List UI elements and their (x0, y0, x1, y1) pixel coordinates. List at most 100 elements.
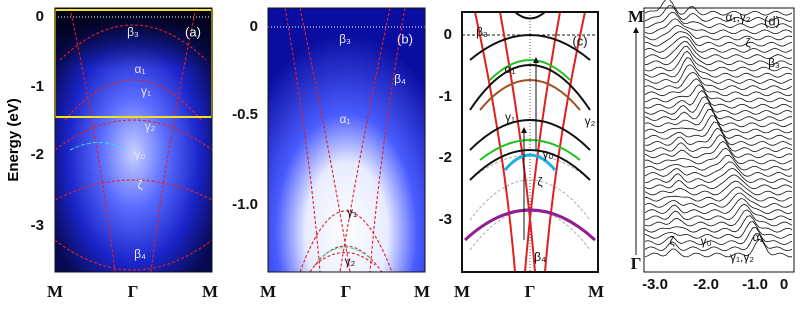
band-label: γ₁,γ₂ (730, 250, 754, 264)
edc-curve (644, 18, 793, 35)
band-label: α₁ (505, 62, 516, 76)
band-label: ζ (137, 178, 143, 192)
edc-curve (644, 50, 793, 72)
edc-curve (644, 232, 793, 252)
panel-d-labels: (d) α₁,γ₂ ζ β₃ ζ γ₀ γ₁,γ₂ α₁ (669, 10, 780, 264)
edc-curve (644, 198, 793, 215)
band-curve (503, 153, 557, 171)
edc-curve (644, 31, 793, 47)
arpes-image (268, 8, 425, 272)
edc-curve (644, 78, 793, 97)
y-tick-label: -2 (31, 146, 44, 163)
edc-curve (644, 180, 793, 196)
band-label: γ₀ (543, 147, 554, 161)
x-label: M (414, 282, 430, 301)
band-curve (479, 139, 581, 161)
band-label: α₁ (753, 230, 764, 244)
edc-curve (644, 127, 793, 146)
x-tick-label: -2.0 (693, 276, 719, 293)
band-label: γ₀ (135, 147, 146, 161)
band-label: ζ (745, 36, 751, 50)
band-label: γ₂ (585, 114, 596, 128)
edc-curve (644, 36, 793, 53)
panel-c: 0 -1 -2 -3 M Γ M (c) β₃ α₁ γ₁ γ₂ γ₀ ζ β₄ (439, 11, 604, 301)
band-curve (317, 247, 373, 261)
edc-curve (644, 186, 793, 202)
y-label: Γ (631, 254, 642, 273)
y-tick-label: 0 (36, 8, 44, 25)
x-label: Γ (525, 282, 536, 301)
edc-curve (644, 167, 793, 184)
edc-curve (644, 134, 793, 152)
frame (461, 11, 599, 273)
panel-tag: (a) (185, 24, 201, 39)
x-label: M (202, 282, 218, 301)
band-label: γ₂ (345, 254, 356, 268)
y-tick-label: -1 (31, 78, 44, 95)
edc-curve (644, 154, 793, 171)
edc-curve (644, 221, 793, 239)
edc-curve (644, 209, 793, 227)
band-label: ζ (537, 175, 543, 189)
y-tick-label: -1 (439, 88, 452, 105)
edc-curve (644, 108, 793, 128)
band-label: γ₀ (701, 234, 712, 248)
band-label: β₄ (534, 250, 546, 264)
edc-curve (644, 192, 793, 208)
edc-curve (644, 71, 793, 90)
edc-curve (644, 227, 793, 245)
x-label: M (588, 282, 604, 301)
edc-curve (644, 96, 793, 115)
y-tick-label: -3 (439, 211, 452, 228)
band-label: ζ (669, 234, 675, 248)
edc-curve (644, 24, 793, 41)
panel-tag: (c) (572, 33, 587, 48)
band-label: γ₁ (505, 110, 515, 124)
x-label: Γ (128, 282, 139, 301)
x-label: M (47, 282, 63, 301)
y-label: M (628, 7, 644, 26)
edc-curve (644, 161, 793, 177)
y-tick-label: -3 (31, 217, 44, 234)
band-label: β₃ (768, 56, 780, 70)
edc-curve (644, 203, 793, 221)
panel-a: 0 -1 -2 -3 M Γ M (a) β₃ α₁ γ₁ γ₂ γ₀ ζ β₄ (31, 7, 218, 301)
band-label: γ₁ (347, 205, 357, 219)
edc-curve (644, 57, 793, 78)
y-tick-label: 0 (444, 26, 452, 43)
frame (267, 7, 426, 273)
band-label: β₃ (127, 25, 139, 39)
edc-curve (644, 215, 793, 233)
edc-curve (644, 238, 792, 258)
band-curve (489, 59, 571, 81)
band-curves (474, 11, 586, 273)
x-label: M (260, 282, 276, 301)
edc-curve (644, 89, 793, 109)
x-tick-label: -1.0 (742, 276, 768, 293)
band-curves (54, 7, 213, 273)
x-label: Γ (341, 282, 352, 301)
band-label: α₁,γ₂ (726, 10, 751, 24)
band-curve (479, 79, 581, 111)
panel-d: M Γ -3.0 -2.0 -1.0 0 (628, 0, 795, 293)
edc-curve (644, 102, 792, 122)
band-label: β₄ (134, 247, 146, 261)
y-tick-label: 0 (250, 18, 258, 35)
band-label: α₁ (135, 62, 146, 76)
y-tick-label: -2 (439, 149, 452, 166)
edc-curve (644, 84, 793, 103)
panel-tag: (d) (764, 13, 780, 28)
y-axis-label: Energy (eV) (5, 98, 22, 181)
edc-curve (644, 45, 793, 66)
edc-curve (645, 147, 793, 165)
y-tick-label: -1.0 (232, 196, 258, 213)
frame (643, 7, 795, 273)
band-curves (469, 11, 591, 181)
edc-curve (644, 174, 793, 190)
x-label: M (454, 282, 470, 301)
edc-curve (644, 115, 793, 134)
band-label: β₃ (476, 25, 488, 39)
edc-curve (644, 64, 793, 84)
band-curve (463, 208, 597, 242)
